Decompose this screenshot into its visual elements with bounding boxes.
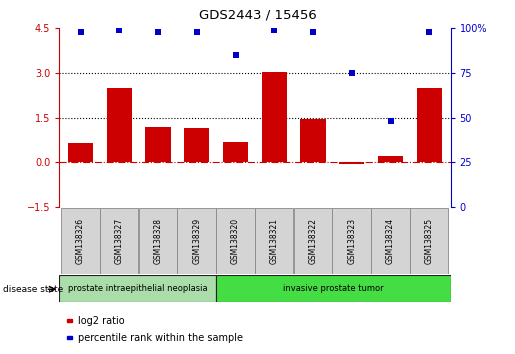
Bar: [216, 275, 451, 302]
Bar: [184, 128, 210, 162]
Text: GSM138327: GSM138327: [115, 218, 124, 264]
Text: percentile rank within the sample: percentile rank within the sample: [78, 333, 243, 343]
Bar: [145, 127, 170, 162]
Bar: [100, 209, 139, 274]
Point: [231, 52, 239, 58]
Point: [348, 70, 356, 76]
Bar: [294, 209, 332, 274]
Bar: [216, 209, 254, 274]
Text: GSM138326: GSM138326: [76, 218, 85, 264]
Bar: [59, 275, 216, 302]
Bar: [339, 162, 365, 164]
Point: [76, 29, 84, 35]
Bar: [61, 209, 99, 274]
Bar: [255, 209, 293, 274]
Bar: [300, 119, 325, 162]
Text: log2 ratio: log2 ratio: [78, 316, 125, 326]
Text: GSM138328: GSM138328: [153, 218, 163, 264]
Text: GSM138321: GSM138321: [270, 218, 279, 264]
Point: [154, 29, 162, 35]
Bar: [178, 209, 216, 274]
Text: GSM138323: GSM138323: [347, 218, 356, 264]
Bar: [410, 209, 448, 274]
Bar: [139, 209, 177, 274]
Point: [193, 29, 201, 35]
Text: GSM138324: GSM138324: [386, 218, 395, 264]
Point: [309, 29, 317, 35]
Bar: [223, 142, 248, 162]
Text: GDS2443 / 15456: GDS2443 / 15456: [199, 9, 316, 22]
Bar: [262, 72, 287, 162]
Point: [115, 27, 124, 33]
Bar: [332, 209, 371, 274]
Text: invasive prostate tumor: invasive prostate tumor: [283, 284, 384, 293]
Point: [386, 119, 394, 124]
Bar: [417, 88, 442, 162]
Text: prostate intraepithelial neoplasia: prostate intraepithelial neoplasia: [67, 284, 208, 293]
Bar: [371, 209, 409, 274]
Text: GSM138325: GSM138325: [425, 218, 434, 264]
Text: GSM138322: GSM138322: [308, 218, 318, 264]
Bar: [107, 88, 132, 162]
Point: [270, 27, 279, 33]
Bar: [68, 143, 93, 162]
Text: GSM138320: GSM138320: [231, 218, 240, 264]
Point: [425, 29, 434, 35]
Text: disease state: disease state: [3, 285, 63, 294]
Bar: [378, 156, 403, 162]
Text: GSM138329: GSM138329: [192, 218, 201, 264]
